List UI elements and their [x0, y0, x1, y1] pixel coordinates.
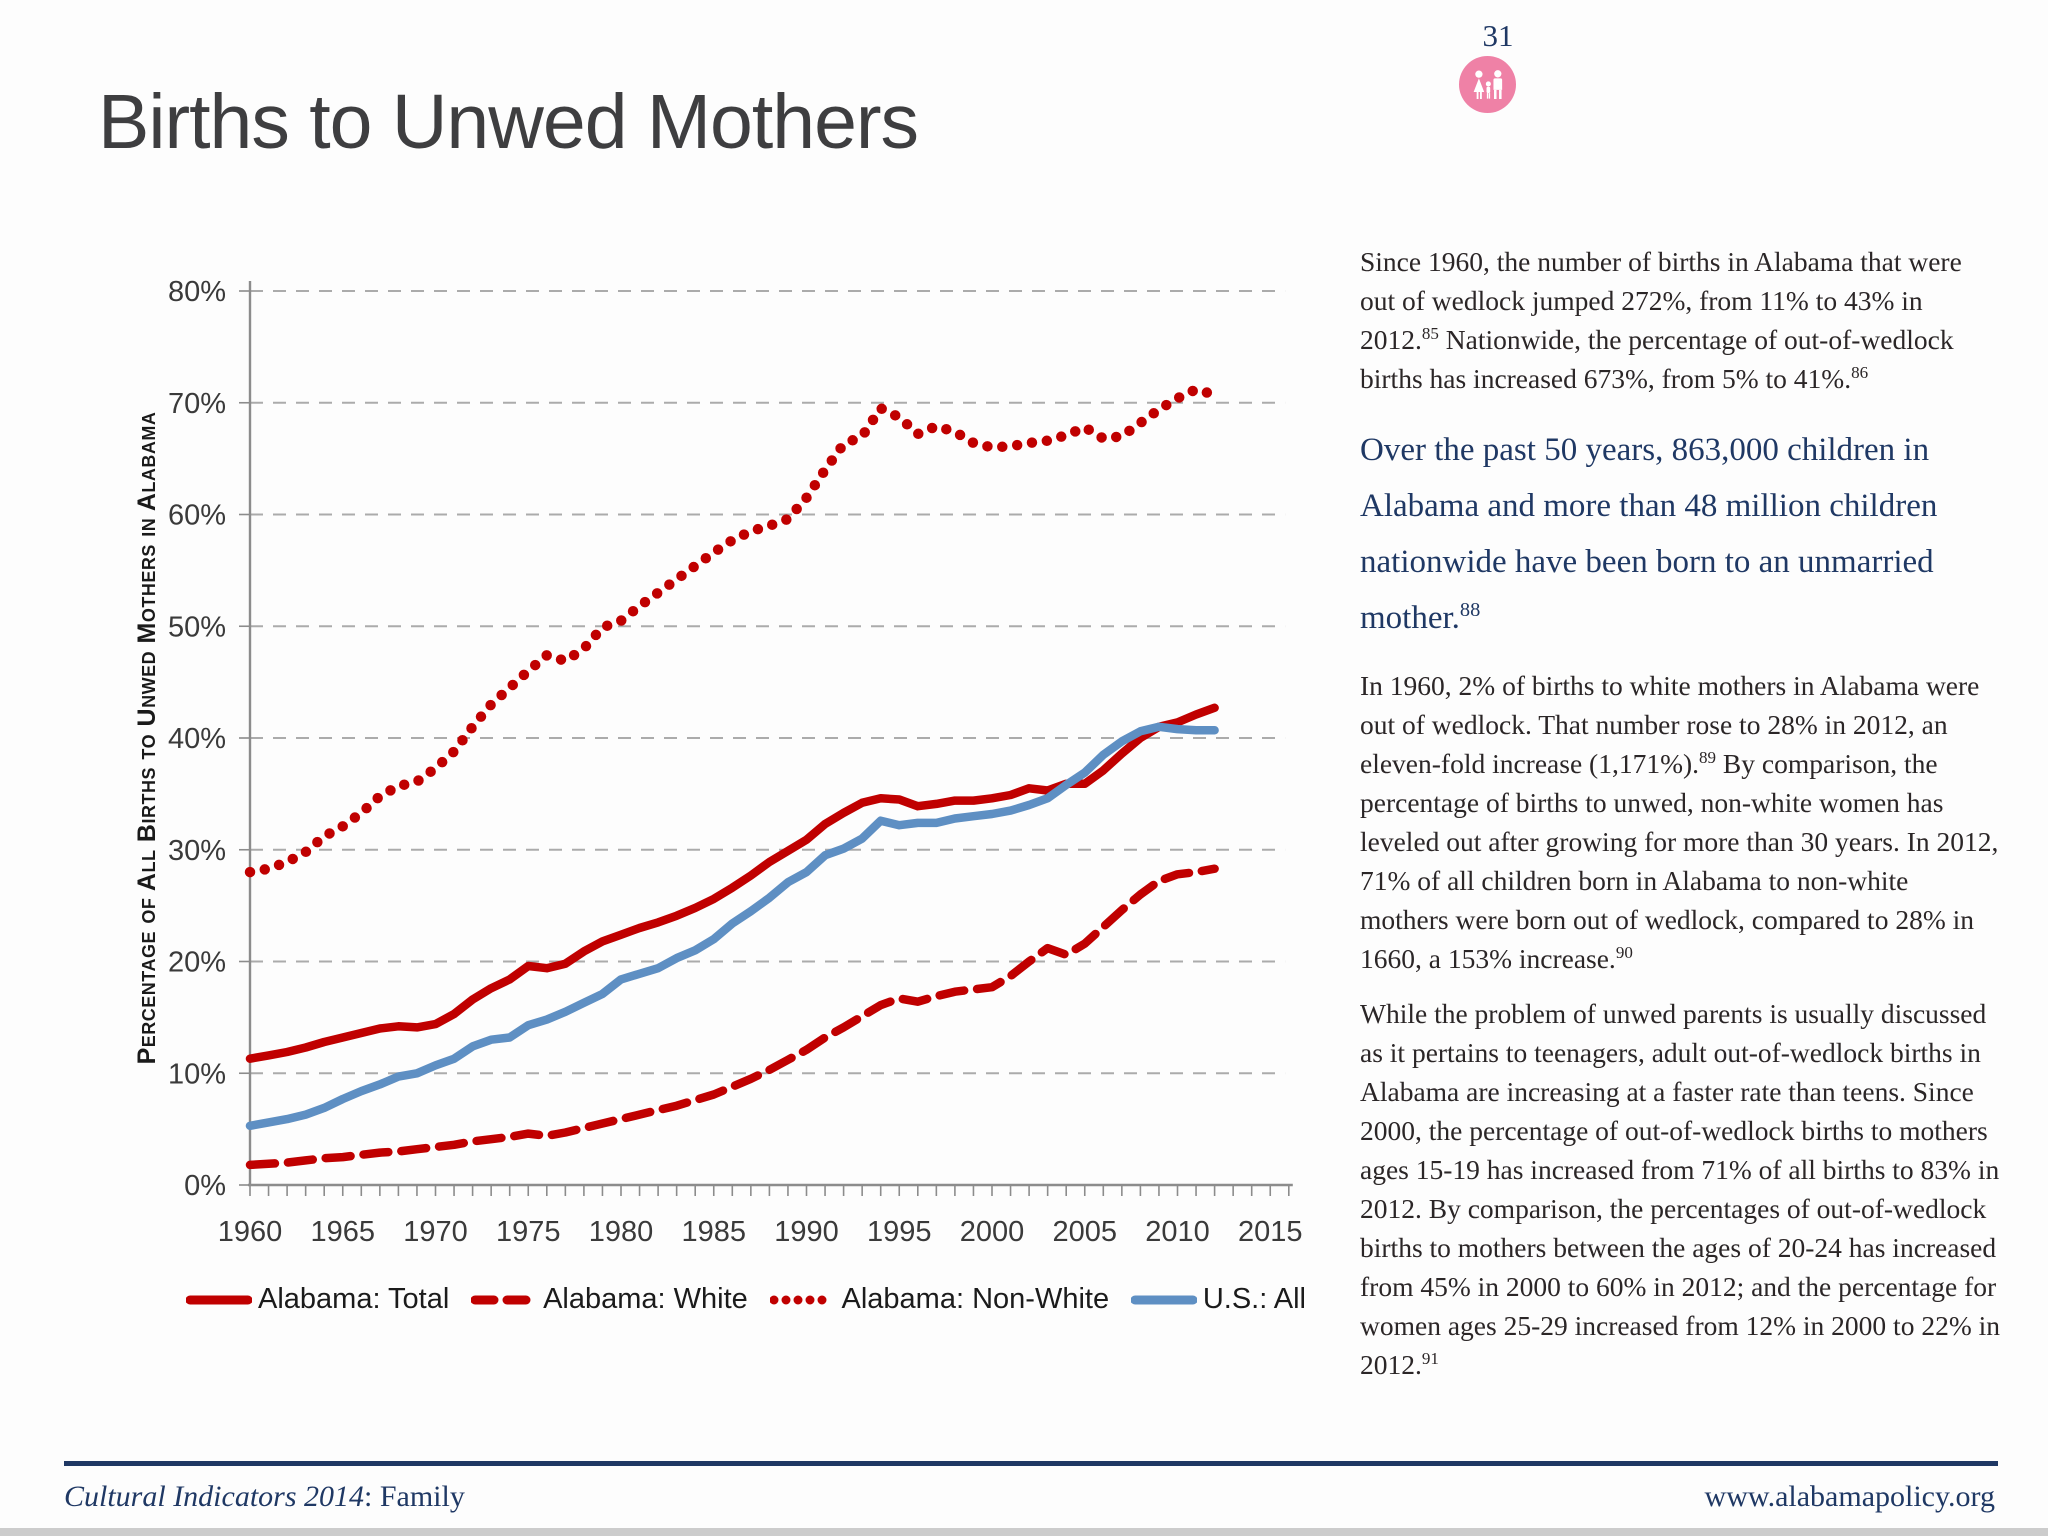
body-paragraph: Since 1960, the number of births in Alab…: [1360, 246, 1962, 394]
x-tick-label: 1980: [589, 1216, 654, 1248]
x-tick-label: 2010: [1145, 1216, 1210, 1248]
body-paragraph: In 1960, 2% of births to white mothers i…: [1360, 670, 1999, 974]
family-badge: [1459, 56, 1516, 113]
family-icon: [1473, 69, 1502, 99]
legend-item-alabama-total: Alabama: Total: [186, 1283, 449, 1316]
y-tick-label: 20%: [168, 947, 226, 979]
y-tick-label: 80%: [168, 276, 226, 308]
x-tick-label: 1975: [496, 1216, 561, 1248]
x-tick-label: 1970: [403, 1216, 468, 1248]
x-tick-label: 1965: [310, 1216, 375, 1248]
series-line-alabama-total: [245, 703, 1219, 1063]
footnote-ref: 88: [1459, 599, 1481, 621]
y-tick-label: 70%: [168, 388, 226, 420]
y-tick-label: 40%: [168, 723, 226, 755]
legend-marker-solid: [186, 1295, 252, 1304]
legend-item-alabama-non-white: Alabama: Non-White: [769, 1283, 1110, 1316]
window-edge: [0, 1528, 2048, 1536]
chart-legend: Alabama: Total Alabama: White Alabama: Non…: [186, 1283, 1306, 1316]
footer-section: : Family: [364, 1480, 465, 1513]
x-tick-label: 2015: [1238, 1216, 1303, 1248]
y-tick-label: 50%: [168, 611, 226, 643]
footnote-ref: 85: [1421, 323, 1439, 343]
page-number: 31: [1482, 18, 1514, 53]
footnote-ref: 86: [1851, 362, 1869, 382]
y-axis-title: Percentage of All Births to Unwed Mother…: [133, 412, 161, 1065]
x-tick-label: 1985: [681, 1216, 746, 1248]
x-tick-label: 2005: [1052, 1216, 1117, 1248]
legend-marker-solid: [1130, 1295, 1197, 1304]
footer-url: www.alabamapolicy.org: [1704, 1480, 1995, 1513]
series-line-u-s-all: [245, 722, 1219, 1131]
footnote-ref: 89: [1699, 747, 1717, 767]
legend-marker-dashed: [471, 1295, 538, 1304]
footer-left: Cultural Indicators 2014: Family: [64, 1480, 465, 1514]
y-tick-label: 10%: [168, 1058, 226, 1090]
x-tick-label: 1960: [218, 1216, 283, 1248]
article: Since 1960, the number of births in Alab…: [1360, 242, 2000, 1400]
series-line-alabama-white: [245, 864, 1219, 1170]
legend-label: Alabama: White: [543, 1283, 748, 1315]
x-tick-label: 1995: [867, 1216, 932, 1248]
legend-item-alabama-white: Alabama: White: [471, 1283, 748, 1316]
body-paragraph: While the problem of unwed parents is us…: [1360, 998, 2000, 1380]
callout-paragraph: Over the past 50 years, 863,000 children…: [1360, 432, 1938, 636]
footnote-ref: 90: [1615, 942, 1633, 962]
legend-item-u-s-all: U.S.: All: [1130, 1283, 1306, 1316]
x-tick-label: 2000: [960, 1216, 1025, 1248]
series-line-alabama-non-white: [244, 384, 1220, 878]
chart: 0% 10% 20% 30% 40% 50% 60% 70% 80% 1960 1965 1970 19…: [133, 276, 1303, 1248]
legend-marker-dotted: [769, 1295, 836, 1304]
footer-report-name: Cultural Indicators 2014: [64, 1480, 365, 1513]
y-tick-label: 60%: [168, 500, 226, 532]
legend-label: Alabama: Total: [258, 1283, 450, 1315]
y-tick-label: 0%: [184, 1170, 226, 1202]
legend-label: U.S.: All: [1202, 1283, 1306, 1315]
legend-label: Alabama: Non-White: [841, 1283, 1110, 1315]
y-tick-label: 30%: [168, 835, 226, 867]
footer-rule: [64, 1461, 1998, 1466]
footnote-ref: 91: [1421, 1348, 1439, 1368]
x-tick-label: 1990: [774, 1216, 839, 1248]
page-title: Births to Unwed Mothers: [98, 79, 919, 165]
